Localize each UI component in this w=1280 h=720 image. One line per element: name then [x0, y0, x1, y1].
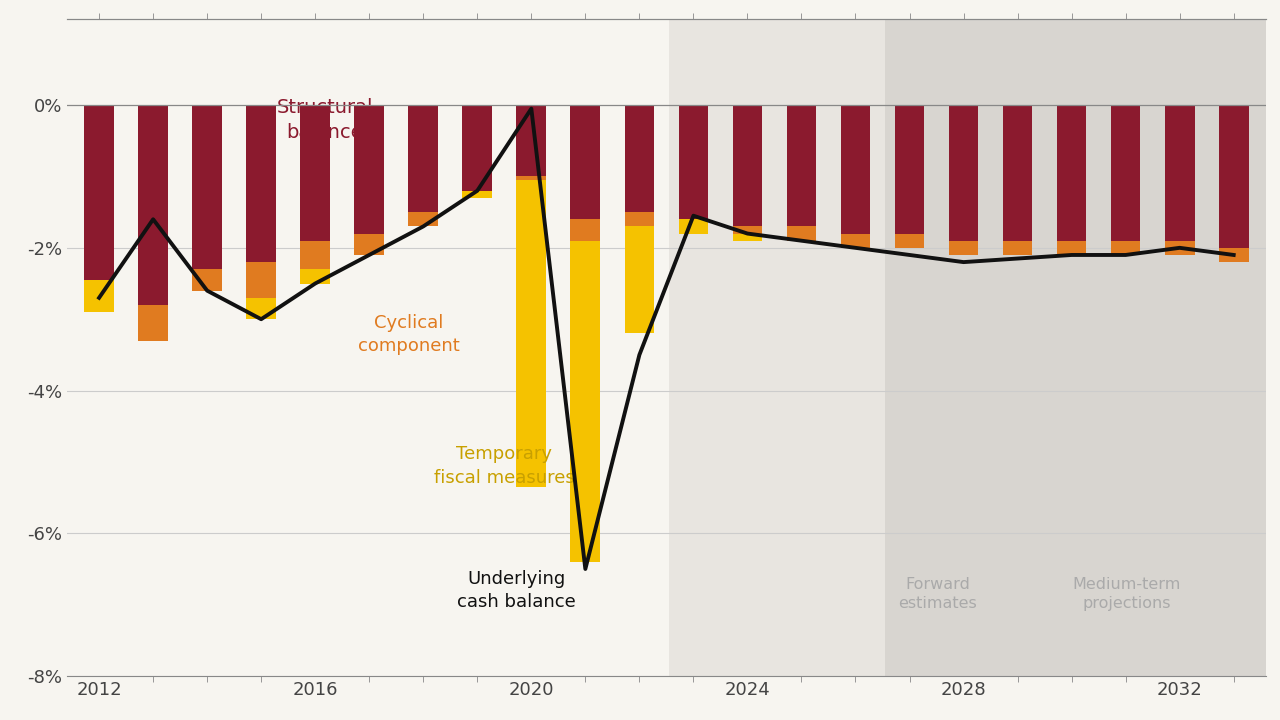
Bar — [841, 105, 870, 233]
Bar — [355, 105, 384, 233]
Bar — [516, 180, 547, 487]
Bar — [138, 305, 168, 341]
Bar — [895, 105, 924, 233]
Bar — [408, 105, 438, 212]
Bar — [462, 191, 492, 198]
Bar — [625, 226, 654, 333]
Bar — [84, 105, 114, 284]
Bar — [895, 233, 924, 248]
Bar — [462, 191, 492, 198]
Bar — [192, 269, 221, 291]
Bar — [1057, 105, 1087, 240]
Bar — [301, 105, 330, 240]
Bar — [669, 19, 886, 676]
Bar — [84, 280, 114, 312]
Bar — [886, 19, 1280, 676]
Bar — [948, 105, 978, 240]
Bar — [1165, 105, 1194, 240]
Bar — [625, 212, 654, 226]
Bar — [678, 220, 708, 233]
Bar — [462, 105, 492, 191]
Bar — [678, 105, 708, 220]
Bar — [246, 105, 276, 262]
Text: Forward
estimates: Forward estimates — [899, 577, 977, 611]
Bar — [1002, 240, 1033, 255]
Bar — [138, 105, 168, 305]
Bar — [301, 240, 330, 269]
Bar — [408, 212, 438, 226]
Bar — [571, 240, 600, 562]
Bar — [192, 105, 221, 269]
Bar — [678, 220, 708, 233]
Bar — [355, 233, 384, 255]
Bar — [841, 233, 870, 248]
Text: Cyclical
component: Cyclical component — [357, 314, 460, 356]
Bar — [732, 105, 763, 226]
Bar — [571, 105, 600, 220]
Bar — [732, 233, 763, 240]
Bar — [84, 284, 114, 312]
Bar — [787, 226, 817, 240]
Bar — [1057, 240, 1087, 255]
Bar — [516, 105, 547, 176]
Bar — [787, 105, 817, 226]
Bar — [301, 269, 330, 284]
Bar — [732, 226, 763, 240]
Text: Underlying
cash balance: Underlying cash balance — [457, 570, 576, 611]
Bar — [1111, 105, 1140, 240]
Bar — [1165, 240, 1194, 255]
Bar — [1111, 240, 1140, 255]
Bar — [1219, 248, 1248, 262]
Bar — [625, 105, 654, 212]
Text: Structural
balance: Structural balance — [276, 98, 372, 143]
Bar — [948, 240, 978, 255]
Bar — [246, 262, 276, 298]
Text: Temporary
fiscal measures: Temporary fiscal measures — [434, 445, 575, 487]
Bar — [1002, 105, 1033, 240]
Text: Medium-term
projections: Medium-term projections — [1073, 577, 1181, 611]
Bar — [571, 220, 600, 240]
Bar — [516, 176, 547, 180]
Bar — [246, 298, 276, 319]
Bar — [1219, 105, 1248, 248]
